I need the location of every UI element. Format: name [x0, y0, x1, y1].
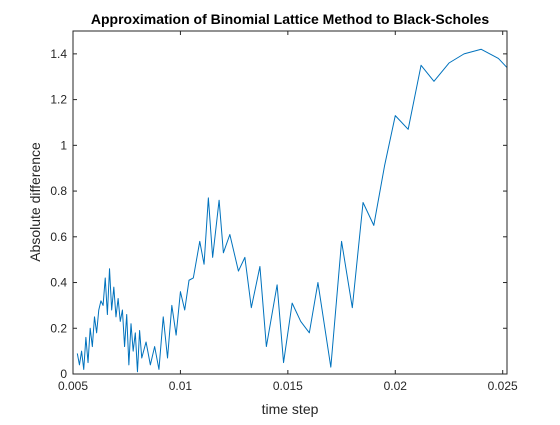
series-layer: [76, 48, 508, 373]
y-tick-label: 1.4: [50, 47, 67, 61]
x-tick-label: 0.02: [384, 379, 408, 393]
x-tick-label: 0.005: [58, 379, 88, 393]
x-tick-label: 0.025: [488, 379, 518, 393]
y-tick-label: 0.8: [50, 184, 67, 198]
x-tick-label: 0.01: [169, 379, 193, 393]
y-tick-label: 1.2: [50, 93, 67, 107]
chart-title: Approximation of Binomial Lattice Method…: [91, 11, 489, 27]
y-tick-label: 0.2: [50, 321, 67, 335]
y-tick-label: 1: [60, 138, 67, 152]
plot-area: [73, 31, 507, 374]
x-axis-label: time step: [262, 401, 319, 417]
y-tick-label: 0.6: [50, 230, 67, 244]
x-tick-label: 0.015: [273, 379, 303, 393]
series-line-0: [76, 48, 508, 373]
y-axis-label: Absolute difference: [27, 142, 43, 262]
y-tick-label: 0: [60, 367, 67, 381]
y-tick-label: 0.4: [50, 276, 67, 290]
ticks-layer: 0.005 0.01 0.015 0.02 0.025 0 0.2 0.4 0.6 0.8 1 1.2…: [50, 31, 518, 393]
axes-box: [72, 30, 508, 375]
